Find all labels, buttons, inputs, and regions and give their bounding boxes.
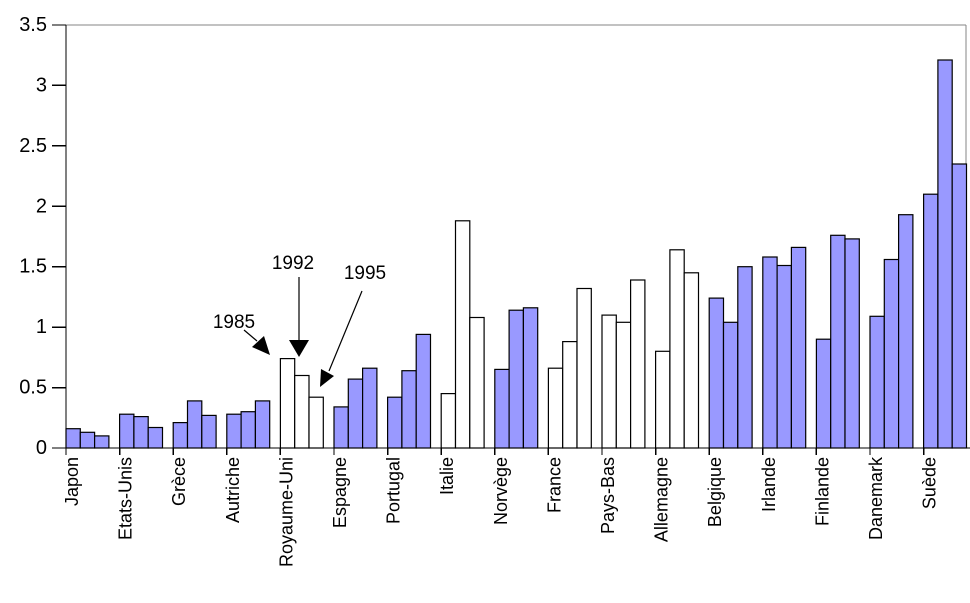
category-label-suède: Suède [920, 457, 940, 509]
bar-danemark-1985 [869, 315, 885, 449]
bar-irlande-1985 [762, 256, 778, 449]
category-label-espagne: Espagne [330, 457, 350, 528]
y-tick-label: 3.5 [19, 14, 47, 36]
bar-allemagne-1992 [669, 249, 685, 449]
bar-allemagne-1995 [683, 272, 700, 449]
bar-japon-1992 [79, 431, 96, 449]
bar-finlande-1995 [844, 238, 860, 449]
bar-belgique-1985 [708, 297, 725, 449]
bar-norvège-1995 [522, 307, 539, 449]
bar-france-1992 [562, 341, 578, 449]
bar-etats-unis-1985 [118, 413, 135, 449]
bar-portugal-1985 [387, 396, 403, 449]
annotation-arrowhead-1992 [289, 340, 309, 357]
bar-japon-1985 [65, 428, 81, 449]
bar-italie-1995 [469, 316, 485, 449]
y-tick-label: 1 [36, 316, 47, 338]
bar-norvège-1992 [508, 309, 525, 449]
annotation-label-1995: 1995 [344, 263, 386, 284]
category-label-pays-bas: Pays-Bas [598, 457, 618, 534]
bar-finlande-1985 [815, 338, 832, 449]
category-label-grèce: Grèce [169, 457, 189, 506]
bar-irlande-1992 [776, 264, 792, 449]
bar-autriche-1995 [254, 400, 271, 449]
bar-italie-1992 [454, 220, 471, 449]
y-tick-label: 3 [36, 74, 47, 96]
category-label-portugal: Portugal [384, 457, 404, 524]
annotation-arrow-line-1985 [243, 329, 258, 342]
category-label-allemagne: Allemagne [652, 457, 672, 542]
y-tick-label: 1.5 [19, 256, 47, 278]
bar-portugal-1995 [415, 333, 432, 449]
bar-belgique-1995 [737, 266, 753, 449]
category-label-autriche: Autriche [223, 457, 243, 523]
bar-france-1995 [576, 287, 592, 449]
bar-espagne-1995 [362, 367, 378, 449]
bar-pays-bas-1995 [629, 279, 646, 449]
bar-etats-unis-1995 [147, 426, 164, 449]
y-tick-label: 2 [36, 195, 47, 217]
category-label-norvège: Norvège [491, 457, 511, 525]
annotation-arrowhead-1995 [320, 369, 334, 387]
annotation-arrow-line-1995 [328, 290, 363, 372]
category-label-japon: Japon [62, 457, 82, 506]
y-tick-label: 0 [36, 437, 47, 459]
bar-suède-1992 [937, 59, 953, 449]
bar-pays-bas-1985 [601, 314, 617, 449]
y-tick-label: 0.5 [19, 377, 47, 399]
bar-japon-1995 [93, 435, 110, 449]
bar-espagne-1992 [347, 378, 364, 449]
bar-france-1985 [547, 367, 564, 449]
bar-grèce-1985 [172, 422, 189, 449]
bar-portugal-1992 [401, 370, 417, 449]
bar-finlande-1992 [830, 234, 846, 449]
y-tick-label: 2.5 [19, 135, 47, 157]
bar-danemark-1992 [883, 258, 900, 449]
bar-suède-1985 [922, 193, 939, 449]
bar-grèce-1992 [186, 400, 203, 449]
bar-autriche-1985 [226, 413, 242, 449]
bar-allemagne-1985 [654, 350, 671, 449]
bar-royaume-uni-1992 [294, 374, 310, 449]
category-label-irlande: Irlande [759, 457, 779, 512]
category-label-italie: Italie [437, 457, 457, 495]
bar-autriche-1992 [240, 411, 257, 449]
category-label-france: France [544, 457, 564, 513]
category-label-danemark: Danemark [866, 456, 886, 540]
bar-danemark-1995 [897, 214, 914, 449]
bar-italie-1985 [440, 393, 457, 449]
bar-espagne-1985 [333, 406, 349, 449]
bar-norvège-1985 [494, 368, 510, 449]
bar-belgique-1992 [722, 321, 739, 449]
bar-irlande-1995 [790, 246, 807, 449]
annotation-arrowhead-1985 [252, 336, 270, 355]
category-label-royaume-uni: Royaume-Uni [276, 457, 296, 567]
category-label-etats-unis: Etats-Unis [116, 457, 136, 540]
annotation-label-1985: 1985 [213, 312, 255, 333]
annotation-label-1992: 1992 [272, 253, 314, 274]
bar-royaume-uni-1995 [308, 396, 324, 449]
bar-pays-bas-1992 [615, 321, 632, 449]
bar-suède-1995 [951, 163, 968, 449]
category-label-belgique: Belgique [705, 457, 725, 527]
bar-grèce-1995 [201, 414, 217, 449]
category-label-finlande: Finlande [812, 457, 832, 526]
bar-royaume-uni-1985 [279, 358, 296, 449]
bar-etats-unis-1992 [133, 416, 149, 449]
